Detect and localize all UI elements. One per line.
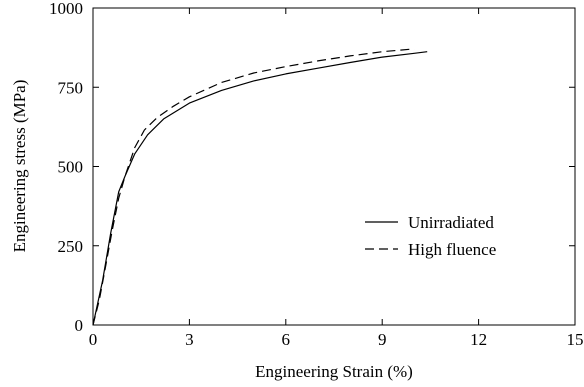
series-line-high-fluence	[92, 48, 415, 326]
y-tick-label: 750	[58, 78, 84, 97]
x-tick-label: 0	[89, 330, 98, 349]
y-tick-label: 0	[75, 316, 84, 335]
legend: Unirradiated High fluence	[365, 213, 496, 259]
legend-label-high-fluence: High fluence	[408, 240, 496, 259]
x-tick-label: 9	[378, 330, 387, 349]
y-axis-label: Engineering stress (MPa)	[10, 80, 29, 253]
y-tick-label: 250	[58, 237, 84, 256]
plot-axes: 0 3 6 9 12 15 0 250 500 750 1000	[49, 0, 584, 349]
y-tick-label: 500	[58, 158, 84, 177]
x-axis-label: Engineering Strain (%)	[255, 362, 413, 381]
series-line-unirradiated	[92, 51, 428, 326]
x-tick-label: 15	[567, 330, 584, 349]
plot-frame	[92, 7, 576, 326]
y-tick-label: 1000	[49, 0, 83, 18]
x-tick-label: 6	[282, 330, 291, 349]
legend-label-unirradiated: Unirradiated	[408, 213, 494, 232]
x-tick-label: 3	[185, 330, 194, 349]
x-tick-label: 12	[470, 330, 487, 349]
plot-series	[92, 48, 428, 326]
